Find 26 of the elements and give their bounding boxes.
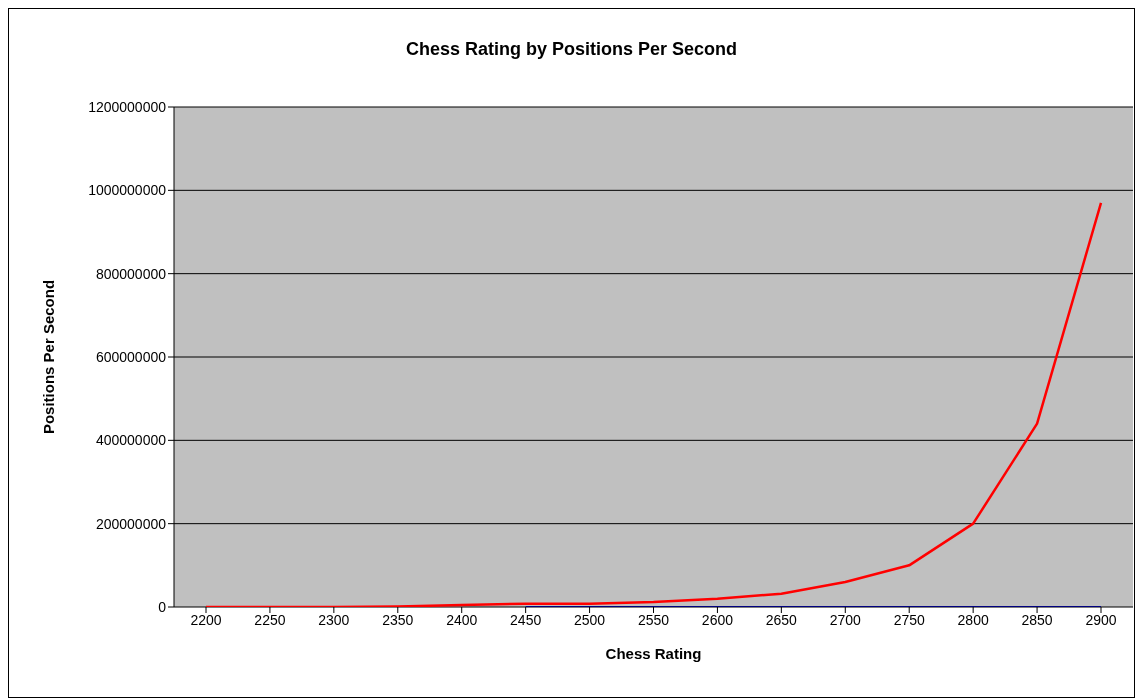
x-tick-label: 2600 [701,611,734,628]
y-tick-label: 1000000000 [88,182,167,199]
x-tick-label: 2650 [765,611,798,628]
x-tick-label: 2900 [1085,611,1117,628]
x-tick-label: 2200 [190,611,222,628]
x-tick-label: 2400 [446,611,478,628]
x-tick-label: 2750 [893,611,925,628]
x-tick-label: 2300 [318,611,350,628]
x-axis-title: Chess Rating [605,645,702,662]
y-tick-label: 800000000 [95,265,167,282]
x-tick-label: 2800 [957,611,989,628]
x-tick-label: 2500 [573,611,606,628]
y-tick-label: 600000000 [95,348,167,365]
line-series [204,201,1103,607]
y-tick-label: 200000000 [95,515,167,532]
x-tick-label: 2450 [510,611,542,628]
chart-title: Chess Rating by Positions Per Second [404,39,739,60]
y-tick-label: 1200000000 [88,98,167,115]
x-tick-label: 2350 [382,611,414,628]
x-tick-label: 2550 [637,611,670,628]
y-tick-label: 400000000 [95,432,167,449]
y-axis-title: Positions Per Second [40,279,58,435]
x-tick-label: 2700 [829,611,862,628]
x-tick-label: 2250 [254,611,286,628]
x-tick-label: 2850 [1021,611,1053,628]
y-tick-label: 0 [158,598,167,615]
